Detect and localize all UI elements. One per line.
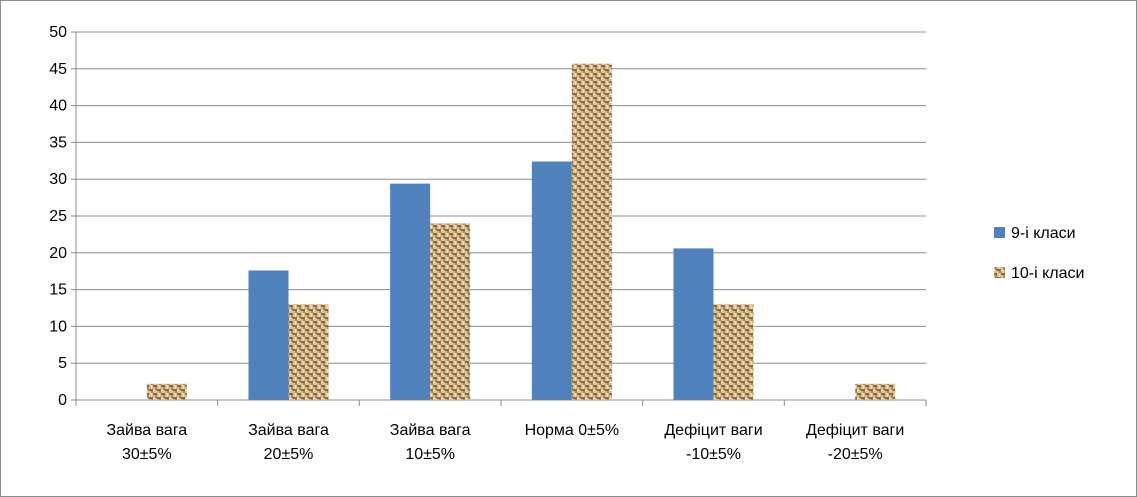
bar-grade9: [531, 161, 572, 400]
y-tick-label: 25: [49, 208, 67, 225]
legend-label: 9-і класи: [1011, 225, 1076, 242]
bar-grade9: [390, 183, 431, 400]
y-tick-label: 35: [49, 134, 67, 151]
y-tick-label: 45: [49, 61, 67, 78]
bar-grade10: [146, 383, 187, 400]
x-category-label: Зайва вага 20±5%: [248, 422, 329, 463]
gridlines: [76, 31, 926, 364]
axis-labels: 0 5 10 15 20 25 30 35 40 45 50 Зайва вага 30±5% Зайва…: [49, 24, 904, 463]
y-tick-label: 40: [49, 98, 67, 115]
bars: [146, 63, 896, 400]
bar-grade9: [673, 248, 714, 400]
bar-grade10: [713, 304, 754, 400]
x-category-label: Зайва вага 10±5%: [390, 422, 471, 463]
bar-grade9: [248, 270, 289, 400]
y-tick-label: 0: [58, 392, 67, 409]
bar-grade10: [288, 304, 329, 400]
y-tick-label: 5: [58, 355, 67, 372]
y-tick-label: 50: [49, 24, 67, 41]
y-tick-label: 10: [49, 318, 67, 335]
y-tick-label: 20: [49, 245, 67, 262]
y-tick-label: 30: [49, 171, 67, 188]
x-category-label: Дефіцит ваги -10±5%: [664, 422, 762, 463]
x-category-label: Норма 0±5%: [525, 422, 620, 439]
x-category-label: Зайва вага 30±5%: [106, 422, 187, 463]
bar-grade10: [571, 63, 612, 400]
bar-grade10: [855, 383, 896, 400]
legend: 9-і класи 10-і класи: [994, 225, 1084, 282]
x-category-label: Дефіцит ваги -20±5%: [806, 422, 904, 463]
bar-grade10: [430, 223, 471, 400]
legend-swatch: [994, 267, 1005, 278]
legend-label: 10-і класи: [1011, 265, 1084, 282]
axes: [71, 31, 927, 406]
legend-swatch: [994, 227, 1005, 238]
y-tick-label: 15: [49, 282, 67, 299]
